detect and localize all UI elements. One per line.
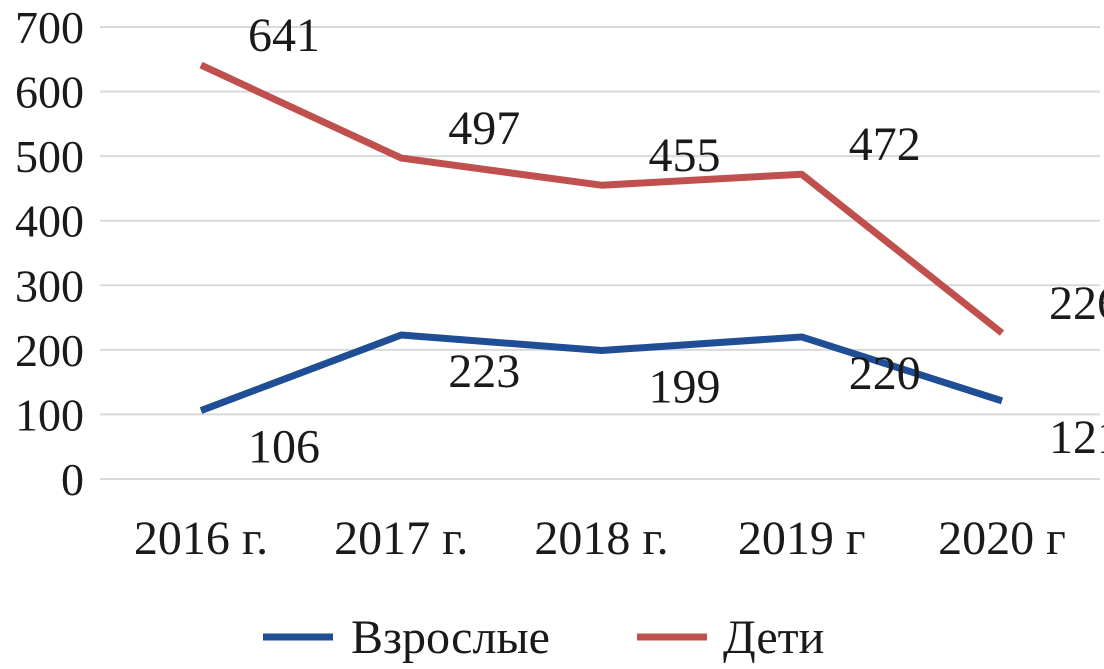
y-tick-label: 400 — [15, 196, 84, 247]
data-label: 199 — [649, 361, 721, 414]
legend-label: Взрослые — [351, 611, 550, 664]
data-labels: 106 223 199 220 121 641 497 455 472 226 — [248, 9, 1104, 473]
y-axis-ticks: 0 100 200 300 400 500 600 700 — [15, 2, 84, 505]
data-label: 226 — [1049, 277, 1104, 330]
x-tick-label: 2016 г. — [134, 512, 268, 565]
data-label: 641 — [248, 9, 320, 62]
y-tick-label: 600 — [15, 67, 84, 118]
x-tick-label: 2019 г — [738, 512, 866, 565]
data-label: 220 — [849, 347, 921, 400]
series-line-1 — [199, 61, 1005, 336]
data-label: 223 — [448, 345, 520, 398]
y-tick-label: 700 — [15, 2, 84, 53]
x-tick-label: 2020 г — [938, 512, 1066, 565]
x-tick-label: 2017 г. — [334, 512, 468, 565]
y-tick-label: 300 — [15, 260, 84, 311]
y-tick-label: 100 — [15, 389, 84, 440]
y-tick-label: 500 — [15, 131, 84, 182]
y-tick-label: 0 — [61, 454, 84, 505]
series-line-0 — [199, 331, 1004, 414]
data-label: 455 — [649, 129, 721, 182]
x-axis-ticks: 2016 г. 2017 г. 2018 г. 2019 г 2020 г — [134, 512, 1066, 565]
y-tick-label: 200 — [15, 325, 84, 376]
data-label: 472 — [849, 118, 921, 171]
data-label: 121 — [1049, 411, 1104, 464]
data-label: 106 — [248, 421, 320, 474]
legend-label: Дети — [723, 611, 824, 664]
legend: Взрослые Дети — [263, 611, 824, 664]
data-label: 497 — [448, 102, 520, 155]
x-tick-label: 2018 г. — [534, 512, 668, 565]
series-lines — [199, 61, 1005, 414]
gridlines — [100, 26, 1100, 480]
